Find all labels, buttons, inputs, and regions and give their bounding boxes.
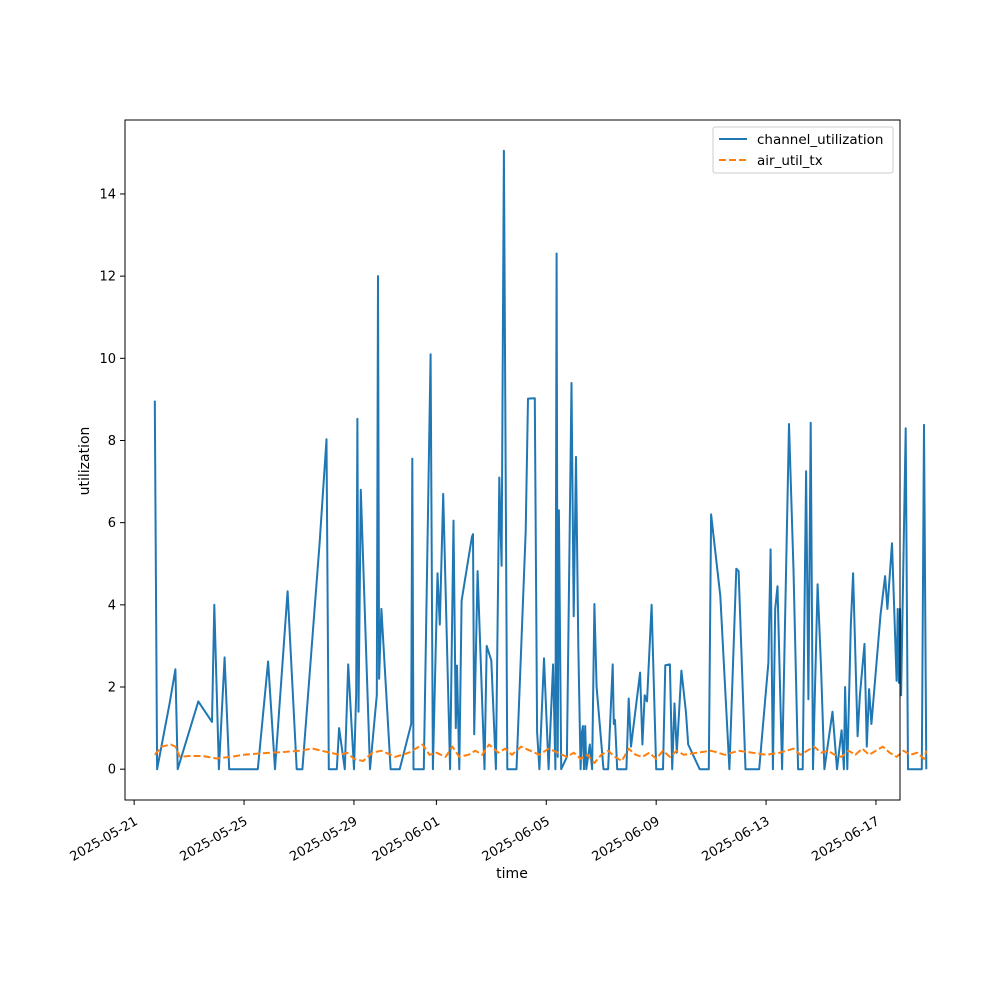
legend-box: [712, 126, 894, 174]
y-tick-label: 6: [108, 516, 116, 531]
y-tick-label: 4: [108, 598, 116, 613]
legend-label: channel_utilization: [757, 132, 884, 148]
series-layer: [153, 149, 928, 771]
series-line-air-util-tx: [154, 743, 928, 764]
y-axis: 0 2 4 6 8 10 12 14: [99, 187, 125, 778]
y-tick-label: 0: [108, 763, 116, 778]
plot-frame: [124, 119, 901, 801]
legend-label: air_util_tx: [757, 153, 823, 169]
legend: channel_utilization air_util_tx: [712, 126, 894, 174]
x-axis-label: time: [496, 866, 528, 882]
y-tick-label: 14: [99, 187, 116, 202]
y-tick-label: 8: [108, 434, 116, 449]
y-tick-label: 12: [99, 270, 116, 285]
y-axis-label: utilization: [77, 427, 93, 496]
y-tick-label: 2: [108, 681, 116, 696]
y-tick-label: 10: [99, 352, 116, 367]
